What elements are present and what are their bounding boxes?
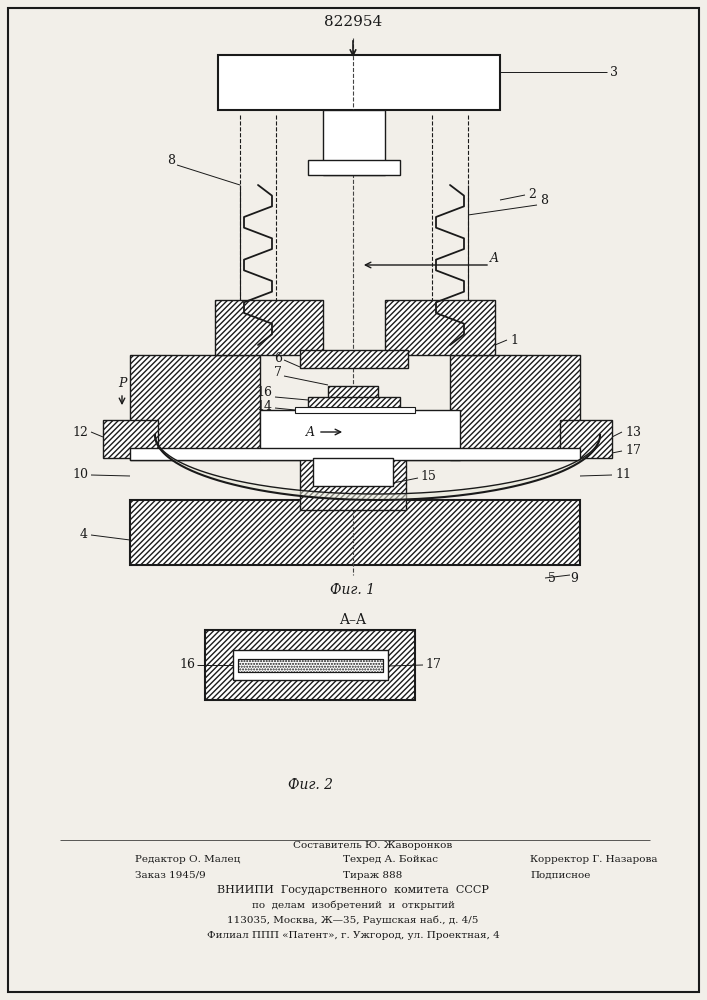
Bar — [215, 300, 323, 355]
Bar — [385, 300, 495, 355]
Text: 17: 17 — [425, 658, 441, 672]
Bar — [560, 420, 612, 458]
Text: 8: 8 — [540, 194, 548, 207]
Text: Тираж 888: Тираж 888 — [343, 870, 402, 880]
Text: A–A: A–A — [339, 613, 366, 627]
Text: 7: 7 — [274, 366, 282, 379]
Text: 11: 11 — [615, 468, 631, 482]
Text: 113035, Москва, Ж—35, Раушская наб., д. 4/5: 113035, Москва, Ж—35, Раушская наб., д. … — [228, 915, 479, 925]
Text: по  делам  изобретений  и  открытий: по делам изобретений и открытий — [252, 900, 455, 910]
Text: 6: 6 — [274, 352, 282, 364]
Bar — [308, 397, 400, 408]
Text: 822954: 822954 — [324, 15, 382, 29]
Text: Заказ 1945/9: Заказ 1945/9 — [135, 870, 206, 880]
Text: 4: 4 — [80, 528, 88, 542]
Text: 13: 13 — [625, 426, 641, 438]
Bar — [328, 386, 378, 400]
Bar — [238, 659, 383, 672]
Text: 17: 17 — [625, 444, 641, 456]
Text: 5: 5 — [548, 572, 556, 584]
Text: 15: 15 — [420, 470, 436, 483]
Text: Фиг. 1: Фиг. 1 — [330, 583, 375, 597]
Bar — [295, 407, 415, 413]
Text: Редактор О. Малец: Редактор О. Малец — [135, 856, 240, 864]
Text: 16: 16 — [179, 658, 195, 672]
Bar — [218, 55, 500, 110]
Text: 8: 8 — [167, 153, 175, 166]
Text: P: P — [118, 377, 126, 390]
Text: Корректор Г. Назарова: Корректор Г. Назарова — [530, 856, 658, 864]
Bar — [313, 458, 393, 486]
Bar — [130, 500, 580, 565]
Bar — [103, 420, 158, 458]
Bar — [260, 410, 460, 460]
Text: 14: 14 — [256, 400, 272, 414]
Text: Техред А. Бойкас: Техред А. Бойкас — [343, 856, 438, 864]
Bar — [130, 355, 260, 460]
Bar — [130, 448, 580, 460]
Text: 16: 16 — [256, 386, 272, 399]
Text: 2: 2 — [528, 188, 536, 202]
Bar — [233, 650, 388, 680]
Bar — [308, 160, 400, 175]
Bar — [323, 110, 385, 175]
Text: A: A — [306, 426, 315, 438]
Text: 10: 10 — [72, 468, 88, 482]
Text: 3: 3 — [610, 66, 618, 79]
Bar — [450, 355, 580, 460]
Text: Подписное: Подписное — [530, 870, 590, 880]
Bar — [238, 659, 383, 672]
Bar — [300, 350, 408, 368]
Text: 12: 12 — [72, 426, 88, 438]
Text: 9: 9 — [570, 572, 578, 584]
Text: 1: 1 — [510, 334, 518, 347]
Text: Фиг. 2: Фиг. 2 — [288, 778, 332, 792]
Text: Филиал ППП «Патент», г. Ужгород, ул. Проектная, 4: Филиал ППП «Патент», г. Ужгород, ул. Про… — [206, 930, 499, 940]
Text: A: A — [490, 251, 499, 264]
Text: Составитель Ю. Жаворонков: Составитель Ю. Жаворонков — [293, 840, 452, 850]
Bar — [205, 630, 415, 700]
Text: ВНИИПИ  Государственного  комитета  СССР: ВНИИПИ Государственного комитета СССР — [217, 885, 489, 895]
Polygon shape — [155, 435, 600, 500]
Bar — [300, 450, 406, 510]
